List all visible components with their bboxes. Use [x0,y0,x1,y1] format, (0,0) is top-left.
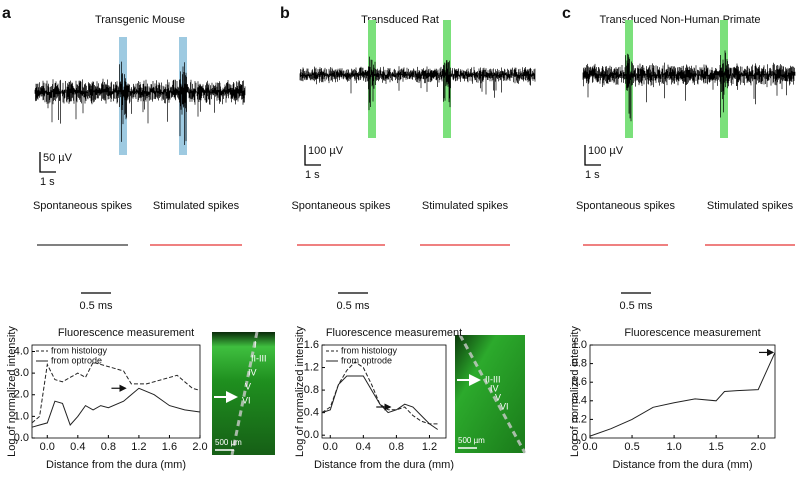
panel-label: c [562,5,571,22]
raw-trace [299,56,536,111]
y-tick-label: 0.6 [572,376,587,388]
panel-label: b [280,5,290,22]
y-axis-label: Log of normalized intensity [6,326,18,457]
series-line [321,361,438,425]
y-tick-label: 3.0 [14,367,29,379]
x-tick-label: 0.0 [582,441,597,453]
legend-label: from optrode [51,355,102,365]
y-tick-label: 0.2 [572,413,587,425]
y-tick-label: 1.2 [304,361,319,373]
y-tick-label: 0.4 [304,407,319,419]
y-tick-label: 1.6 [304,339,319,351]
plot-frame [589,344,776,439]
x-tick-label: 1.0 [666,441,681,453]
panel-title: Transgenic Mouse [95,14,185,26]
scale-bar [304,145,321,166]
electrode-track [230,331,259,456]
layer-label: II-III [485,374,501,384]
voltage-scale: 100 µV [588,145,624,157]
scale-bar [584,145,601,166]
x-axis-label: Distance from the dura (mm) [314,459,454,471]
panel-title: Transduced Rat [361,14,439,26]
x-axis-label: Distance from the dura (mm) [46,459,186,471]
layer-label: II-III [251,353,267,363]
waveform-label: Spontaneous spikes [576,200,676,212]
waveform-label: Stimulated spikes [422,200,509,212]
y-tick-label: 0.0 [304,429,319,441]
series-line [31,361,201,424]
x-tick-label: 1.2 [131,441,146,453]
legend-label: from histology [341,345,398,355]
y-tick-label: 0.4 [572,395,587,407]
x-tick-label: 0.0 [40,441,55,453]
series-line [589,352,776,437]
x-tick-label: 1.2 [422,441,437,453]
layer-label: V [495,392,501,402]
y-tick-label: 0.8 [304,384,319,396]
y-axis-label: Log of normalized intensity [294,326,306,457]
layer-label: IV [490,383,499,393]
plot-frame [31,344,201,439]
y-tick-label: 0.0 [14,432,29,444]
waveform-label: Spontaneous spikes [291,200,391,212]
y-tick-label: 1.0 [14,410,29,422]
layer-label: I [254,339,257,349]
x-tick-label: 1.5 [708,441,723,453]
layer-label: VI [242,395,251,405]
x-tick-label: 0.8 [389,441,404,453]
y-tick-label: 2.0 [14,389,29,401]
y-tick-label: 1.0 [572,339,587,351]
x-tick-label: 2.0 [192,441,207,453]
image-scale: 500 µm [458,436,485,445]
series-line [321,375,438,430]
time-scale: 1 s [585,169,600,181]
raw-trace [34,61,246,145]
voltage-scale: 50 µV [43,152,73,164]
y-tick-label: 4.0 [14,345,29,357]
layer-label: VI [500,401,509,411]
x-tick-label: 0.4 [356,441,371,453]
electrode-track [458,334,527,454]
y-axis-label: Log of normalized intensity [569,326,581,457]
waveform-label: Stimulated spikes [153,200,240,212]
legend-label: from optrode [341,355,392,365]
x-axis-label: Distance from the dura (mm) [613,459,753,471]
x-tick-label: 0.5 [624,441,639,453]
time-scale: 1 s [305,169,320,181]
waveform-label: Stimulated spikes [707,200,794,212]
waveform-scale: 0.5 ms [619,300,653,312]
image-scale: 500 µm [215,438,242,447]
chart-title: Fluorescence measurement [624,327,760,339]
series-line [31,387,201,428]
waveform-scale: 0.5 ms [79,300,113,312]
x-tick-label: 0.4 [70,441,85,453]
layer-label: IV [248,367,257,377]
x-tick-label: 1.6 [162,441,177,453]
waveform-scale: 0.5 ms [336,300,370,312]
time-scale: 1 s [40,176,55,188]
panel-title: Transduced Non-Human Primate [600,14,761,26]
x-tick-label: 0.8 [101,441,116,453]
voltage-scale: 100 µV [308,145,344,157]
scale-bar [39,152,56,173]
legend-label: from histology [51,345,108,355]
panel-label: a [2,5,11,22]
layer-label: V [245,381,251,391]
waveform-label: Spontaneous spikes [33,200,133,212]
x-tick-label: 2.0 [751,441,766,453]
raw-trace [582,50,796,122]
x-tick-label: 0.0 [323,441,338,453]
y-tick-label: 0.8 [572,358,587,370]
chart-title: Fluorescence measurement [58,327,194,339]
y-tick-label: 0.0 [572,432,587,444]
plot-frame [321,344,447,439]
chart-title: Fluorescence measurement [326,327,462,339]
